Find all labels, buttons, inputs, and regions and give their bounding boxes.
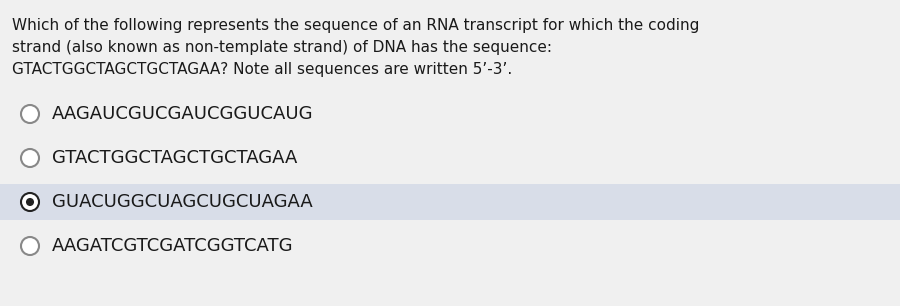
Ellipse shape	[21, 193, 39, 211]
Text: strand (also known as non-template strand) of DNA has the sequence:: strand (also known as non-template stran…	[12, 40, 552, 55]
Ellipse shape	[21, 105, 39, 123]
Ellipse shape	[26, 198, 34, 206]
Text: GTACTGGCTAGCTGCTAGAA? Note all sequences are written 5’-3’.: GTACTGGCTAGCTGCTAGAA? Note all sequences…	[12, 62, 512, 77]
Text: Which of the following represents the sequence of an RNA transcript for which th: Which of the following represents the se…	[12, 18, 699, 33]
Ellipse shape	[21, 149, 39, 167]
Text: AAGATCGTCGATCGGTCATG: AAGATCGTCGATCGGTCATG	[52, 237, 293, 255]
Text: GUACUGGCUAGCUGCUAGAA: GUACUGGCUAGCUGCUAGAA	[52, 193, 313, 211]
FancyBboxPatch shape	[0, 184, 900, 220]
Ellipse shape	[21, 237, 39, 255]
Text: GTACTGGCTAGCTGCTAGAA: GTACTGGCTAGCTGCTAGAA	[52, 149, 297, 167]
Text: AAGAUCGUCGAUCGGUCAUG: AAGAUCGUCGAUCGGUCAUG	[52, 105, 313, 123]
